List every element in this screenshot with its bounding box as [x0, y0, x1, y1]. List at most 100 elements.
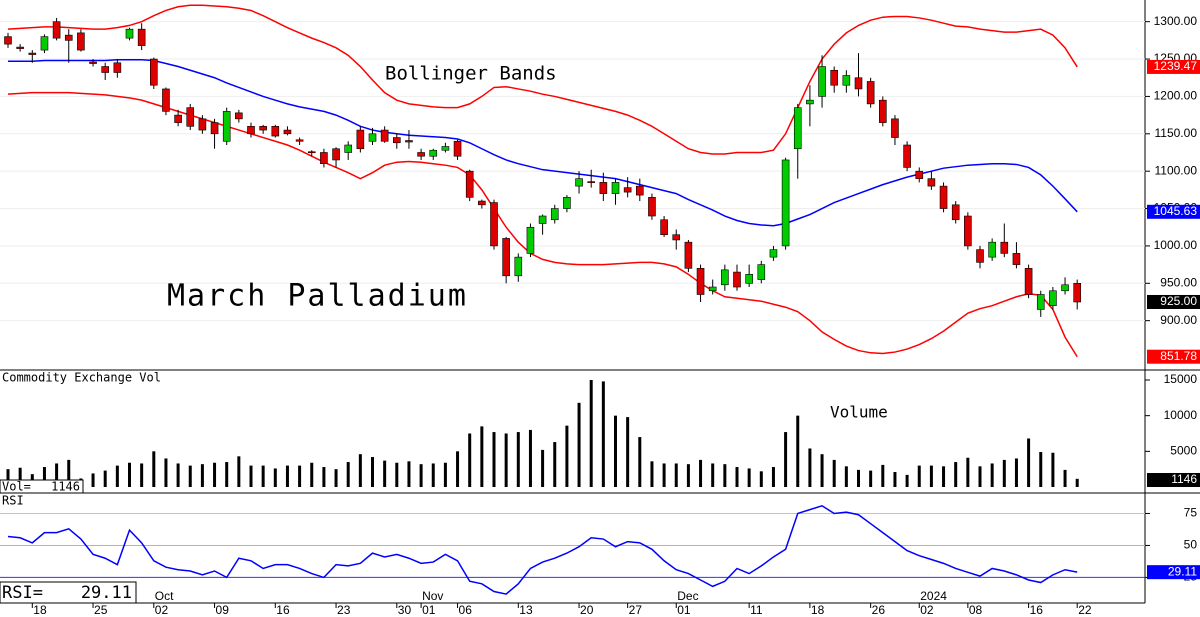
volume-bar	[310, 462, 314, 488]
readout-label: RSI=	[2, 583, 43, 603]
value-box-label: 1239.47	[1154, 59, 1198, 73]
x-tick-label: 25	[94, 603, 108, 617]
volume-bar	[905, 474, 909, 488]
candle-body	[429, 149, 438, 157]
x-tick-label: 11	[750, 603, 763, 617]
candle-body	[1073, 282, 1081, 303]
volume-bar	[456, 451, 460, 488]
candle-body	[1036, 294, 1045, 310]
candle-body	[368, 133, 377, 142]
y-tick-label: 1300.00	[1154, 14, 1198, 28]
volume-bar	[395, 462, 399, 488]
candle-body	[40, 36, 49, 51]
volume-bar	[808, 448, 812, 488]
y-tick-label: 1100.00	[1155, 163, 1198, 177]
candle-body	[550, 208, 559, 221]
candle-body	[478, 200, 486, 206]
candle-body	[295, 139, 304, 142]
volume-bar	[917, 465, 921, 488]
volume-bar	[577, 402, 581, 488]
candle-body	[344, 144, 353, 153]
x-tick-label: 13	[519, 603, 533, 617]
candle-body	[818, 66, 826, 97]
candle-body	[988, 241, 996, 258]
volume-bar	[492, 432, 496, 488]
y-tick-label: 15000	[1164, 372, 1198, 386]
y-tick-label: 1200.00	[1154, 89, 1198, 103]
volume-bar	[176, 463, 180, 488]
volume-bar	[18, 467, 22, 488]
candle-body	[684, 241, 693, 269]
readout-box	[0, 581, 137, 604]
candle-body	[16, 46, 24, 49]
candle-body	[490, 202, 498, 247]
volume-bar	[735, 467, 739, 488]
volume-bar	[164, 458, 168, 488]
candle-body	[1012, 253, 1021, 265]
candle-body	[964, 215, 972, 247]
volume-bar	[881, 464, 885, 488]
candle-body	[793, 107, 802, 150]
y-tick-label: 1150.00	[1155, 126, 1198, 140]
candle-body	[575, 178, 583, 187]
volume-bar	[383, 460, 387, 488]
candle-body	[781, 159, 790, 247]
volume-bar	[662, 463, 666, 488]
volume-bar	[796, 415, 800, 488]
candle-body	[854, 77, 863, 90]
candle-body	[757, 264, 766, 280]
value-box	[1147, 473, 1200, 488]
candle-body	[903, 144, 911, 168]
volume-bar	[128, 462, 131, 488]
candle-body	[733, 271, 741, 288]
volume-bar	[820, 454, 824, 488]
candle-body	[101, 66, 109, 73]
candle-body	[891, 118, 899, 138]
volume-bar	[1027, 438, 1031, 488]
readout-label: Vol=	[2, 480, 31, 494]
volume-bar	[929, 465, 933, 488]
volume-bar	[298, 465, 302, 488]
panel-title: RSI	[2, 494, 24, 508]
x-tick-label: 02	[155, 603, 169, 617]
annotation: Volume	[830, 403, 888, 422]
volume-bar	[225, 462, 229, 488]
candle-body	[806, 99, 814, 105]
volume-bar	[589, 379, 593, 488]
candle-body	[222, 111, 231, 142]
candle-body	[878, 99, 887, 123]
candle-body	[611, 182, 620, 194]
volume-bar	[966, 457, 970, 488]
volume-bar	[152, 451, 156, 488]
volume-bar	[759, 471, 763, 488]
y-tick-label: 75	[1184, 506, 1198, 520]
volume-bar	[468, 433, 472, 488]
value-box-label: 1146	[1171, 472, 1197, 486]
candle-body	[708, 286, 717, 292]
volume-bar	[6, 469, 10, 488]
candle-body	[1000, 241, 1009, 254]
band-line	[7, 4, 1078, 155]
candle-body	[198, 118, 207, 131]
candle-body	[453, 140, 462, 157]
value-box	[1147, 349, 1200, 364]
candle-body	[939, 185, 948, 209]
x-tick-label: 06	[459, 603, 473, 617]
volume-bar	[285, 465, 289, 488]
chart-title: March Palladium	[167, 279, 468, 314]
y-tick-label: 950.00	[1160, 275, 1197, 289]
candle-body	[392, 137, 401, 144]
candle-body	[186, 107, 195, 127]
volume-bar	[67, 459, 71, 488]
candle-body	[307, 151, 316, 154]
candle-body	[210, 122, 219, 135]
y-tick-label: 5000	[1170, 444, 1197, 458]
volume-bar	[1002, 459, 1006, 488]
x-tick-label: 09	[216, 603, 230, 617]
volume-bar	[334, 469, 338, 488]
volume-bar	[237, 456, 241, 488]
volume-bar	[784, 432, 788, 488]
x-tick-label: 27	[629, 603, 643, 617]
